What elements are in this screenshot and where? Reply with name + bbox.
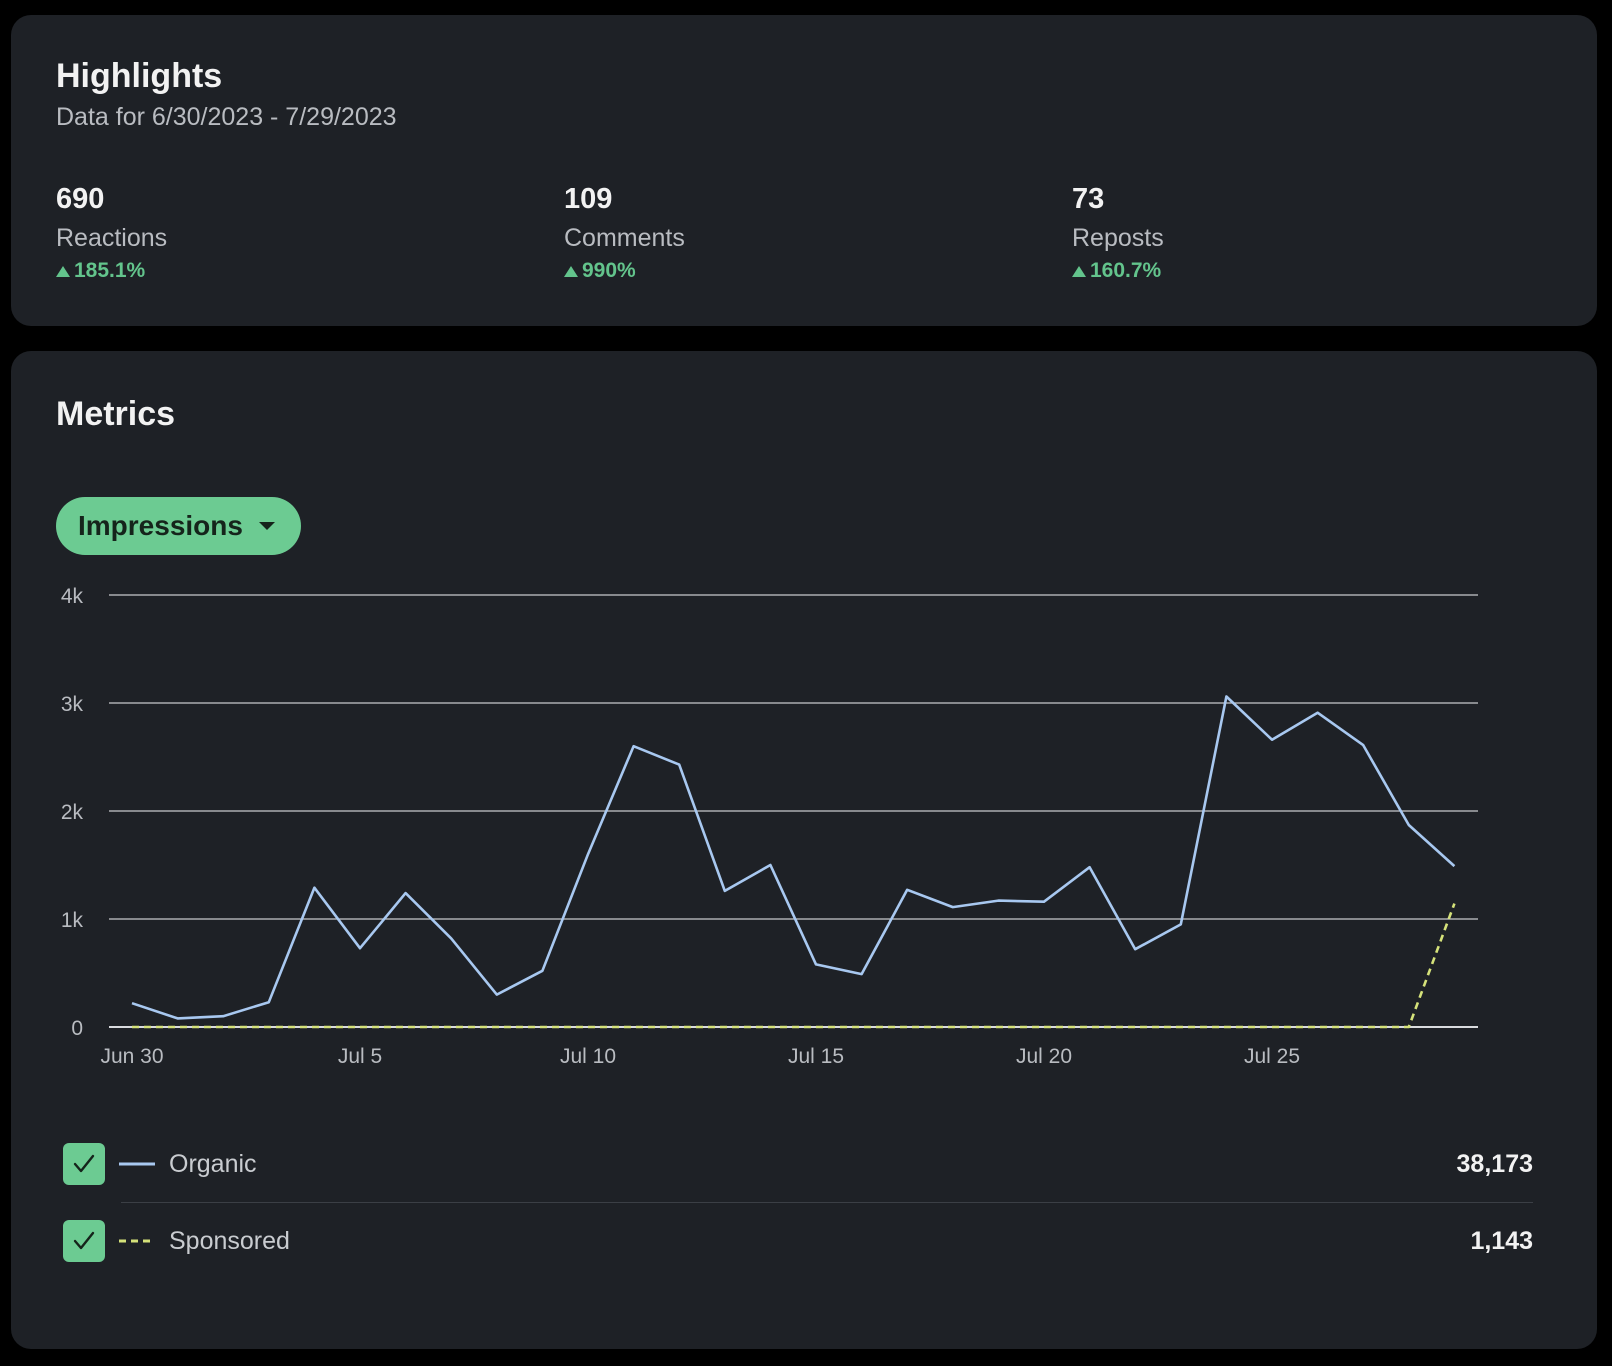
date-range-subtitle: Data for 6/30/2023 - 7/29/2023: [56, 103, 397, 131]
organic-line-swatch: [119, 1162, 155, 1166]
impressions-line-chart: 0 1k 2k 3k 4k Jun 30 Jul 5 Jul 10 Jul 15 Jul 20 Ju…: [61, 585, 1478, 1068]
check-icon: [73, 1154, 95, 1173]
arrow-up-icon: [56, 265, 70, 277]
y-tick-label: 1k: [61, 909, 84, 932]
x-tick-label: Jul 15: [788, 1045, 844, 1068]
y-tick-label: 0: [71, 1017, 83, 1040]
legend-total-sponsored: 1,143: [1470, 1226, 1533, 1255]
legend-divider: [121, 1202, 1533, 1203]
legend-row-sponsored: Sponsored 1,143: [63, 1211, 1533, 1271]
legend-label-sponsored: Sponsored: [169, 1226, 290, 1255]
highlights-title: Highlights: [56, 57, 223, 95]
stat-comments: 109 Comments 990%: [564, 183, 685, 283]
check-icon: [73, 1231, 95, 1250]
stat-value: 73: [1072, 183, 1105, 215]
sponsored-checkbox[interactable]: [63, 1220, 105, 1262]
y-tick-label: 2k: [61, 801, 84, 824]
arrow-up-icon: [1072, 265, 1086, 277]
legend-label-organic: Organic: [169, 1149, 257, 1178]
series-line-organic: [131, 695, 1456, 1020]
sponsored-line-swatch: [119, 1239, 155, 1243]
stat-change-value: 990%: [582, 259, 636, 282]
stat-change: 160.7%: [1072, 259, 1164, 283]
highlights-card: Highlights Data for 6/30/2023 - 7/29/202…: [11, 15, 1597, 326]
y-tick-label: 3k: [61, 693, 84, 716]
x-tick-label: Jul 10: [560, 1045, 616, 1068]
stat-label: Comments: [564, 224, 685, 252]
metrics-title: Metrics: [56, 395, 176, 433]
metric-type-dropdown[interactable]: Impressions: [56, 497, 301, 555]
stat-label: Reactions: [56, 224, 168, 252]
y-tick-label: 4k: [61, 585, 84, 608]
stat-change-value: 185.1%: [74, 259, 146, 282]
stat-change-value: 160.7%: [1090, 259, 1162, 282]
stat-reactions: 690 Reactions 185.1%: [56, 183, 167, 283]
x-tick-label: Jun 30: [100, 1045, 163, 1068]
x-tick-label: Jul 20: [1016, 1045, 1072, 1068]
x-tick-label: Jul 5: [338, 1045, 382, 1068]
arrow-up-icon: [564, 265, 578, 277]
series-line-sponsored: [132, 903, 1456, 1029]
stat-change: 185.1%: [56, 259, 167, 283]
x-tick-label: Jul 25: [1244, 1045, 1300, 1068]
metrics-card: Metrics Impressions 0 1k 2k 3k 4k Jun 30 Jul 5…: [11, 351, 1597, 1349]
legend-total-organic: 38,173: [1456, 1149, 1533, 1178]
stat-value: 109: [564, 183, 613, 215]
stat-change: 990%: [564, 259, 685, 283]
stat-value: 690: [56, 183, 105, 215]
legend-row-organic: Organic 38,173: [63, 1134, 1533, 1194]
caret-down-icon: [258, 522, 275, 530]
stat-label: Reposts: [1072, 224, 1164, 252]
dropdown-label: Impressions: [78, 510, 243, 541]
stat-reposts: 73 Reposts 160.7%: [1072, 183, 1164, 283]
organic-checkbox[interactable]: [63, 1143, 105, 1185]
